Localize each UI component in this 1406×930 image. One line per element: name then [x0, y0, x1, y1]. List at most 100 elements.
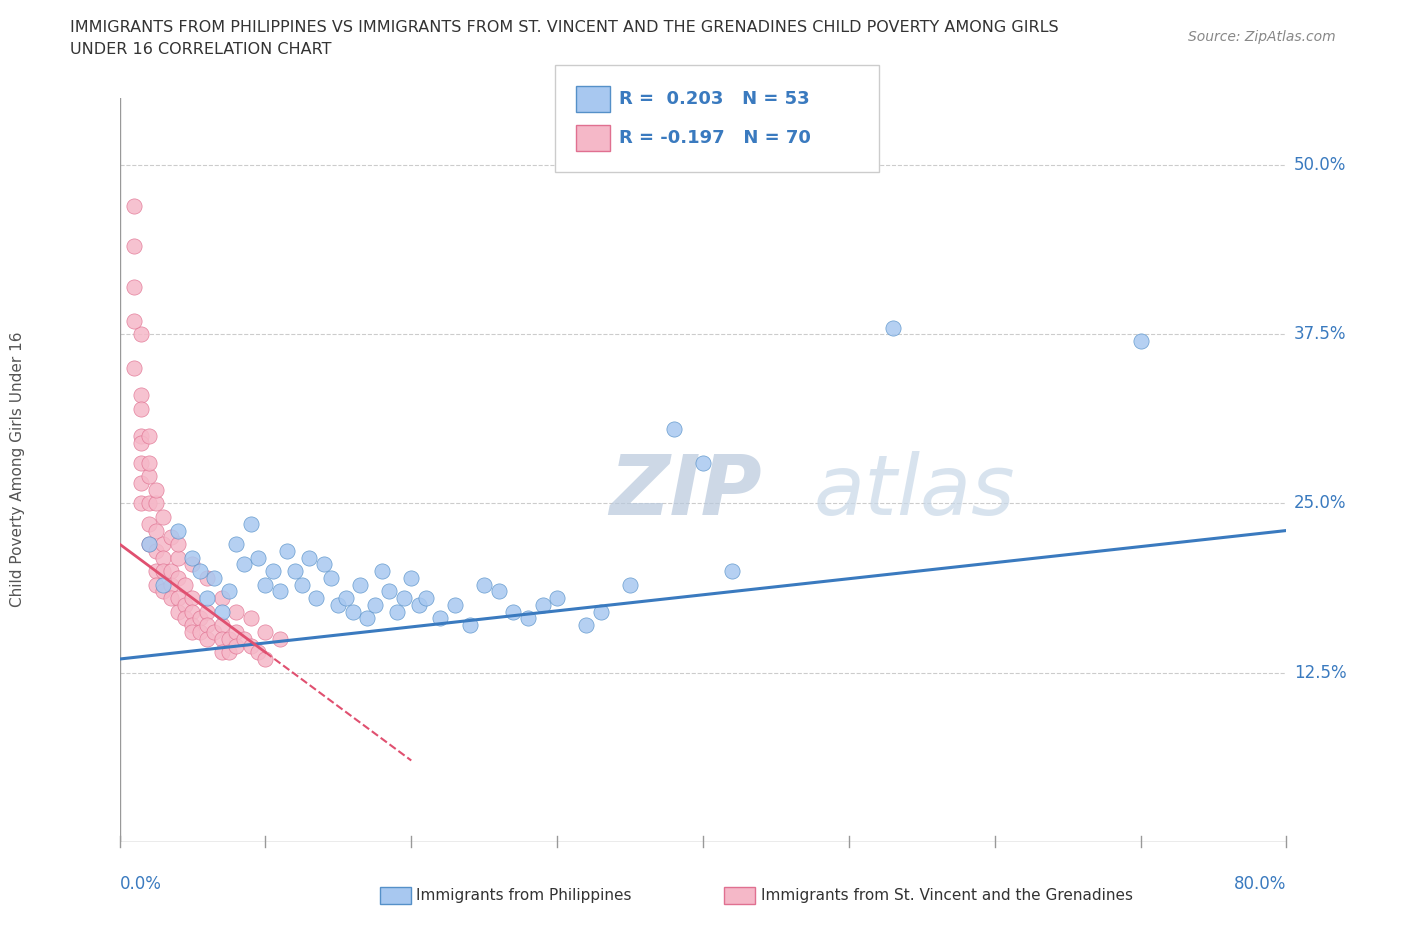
Point [472, 578, 495, 592]
Point [131, 327, 153, 342]
Text: UNDER 16 CORRELATION CHART: UNDER 16 CORRELATION CHART [70, 42, 332, 57]
Point [225, 638, 247, 653]
Point [298, 551, 321, 565]
Text: R =  0.203   N = 53: R = 0.203 N = 53 [619, 89, 810, 108]
Point [188, 611, 211, 626]
Point [166, 537, 188, 551]
Point [159, 578, 181, 592]
Point [254, 578, 277, 592]
Text: Immigrants from St. Vincent and the Grenadines: Immigrants from St. Vincent and the Gren… [761, 888, 1133, 903]
Point [232, 631, 254, 646]
Point [488, 584, 510, 599]
Point [247, 644, 270, 659]
Point [1129, 334, 1152, 349]
Point [882, 320, 904, 335]
Point [181, 604, 204, 619]
Point [138, 469, 160, 484]
Text: atlas: atlas [814, 451, 1015, 533]
Point [131, 429, 153, 444]
Point [174, 611, 197, 626]
Point [138, 429, 160, 444]
Point [444, 597, 467, 612]
Point [152, 537, 174, 551]
Point [174, 578, 197, 592]
Point [312, 557, 335, 572]
Point [546, 591, 568, 605]
Point [319, 570, 342, 585]
Point [181, 551, 204, 565]
Point [122, 313, 145, 328]
Point [159, 591, 181, 605]
Point [284, 564, 307, 578]
Point [415, 591, 437, 605]
Text: 12.5%: 12.5% [1294, 664, 1347, 682]
Point [378, 584, 401, 599]
Point [138, 537, 160, 551]
Point [145, 483, 167, 498]
Point [276, 543, 298, 558]
Point [328, 597, 350, 612]
Point [166, 570, 188, 585]
Text: 50.0%: 50.0% [1294, 156, 1346, 174]
Point [202, 625, 225, 640]
Point [408, 597, 430, 612]
Point [166, 551, 188, 565]
Point [145, 543, 167, 558]
Point [218, 584, 240, 599]
Point [195, 591, 218, 605]
Point [152, 551, 174, 565]
Point [138, 516, 160, 531]
Point [589, 604, 612, 619]
Point [181, 625, 204, 640]
Point [269, 584, 291, 599]
Point [225, 604, 247, 619]
Point [502, 604, 524, 619]
Text: 25.0%: 25.0% [1294, 495, 1347, 512]
Point [239, 611, 262, 626]
Text: 0.0%: 0.0% [120, 875, 162, 894]
Point [232, 557, 254, 572]
Point [195, 618, 218, 632]
Point [188, 564, 211, 578]
Text: 80.0%: 80.0% [1234, 875, 1286, 894]
Text: Child Poverty Among Girls Under 16: Child Poverty Among Girls Under 16 [10, 332, 25, 607]
Point [145, 496, 167, 511]
Point [247, 551, 270, 565]
Point [254, 625, 277, 640]
Point [721, 564, 744, 578]
Point [152, 510, 174, 525]
Point [195, 604, 218, 619]
Point [211, 644, 233, 659]
Point [364, 597, 387, 612]
Point [385, 604, 408, 619]
Point [195, 570, 218, 585]
Point [211, 591, 233, 605]
Point [159, 564, 181, 578]
Point [225, 537, 247, 551]
Point [211, 631, 233, 646]
Point [122, 361, 145, 376]
Point [131, 435, 153, 450]
Point [131, 402, 153, 417]
Point [166, 591, 188, 605]
Point [131, 476, 153, 491]
Point [159, 530, 181, 545]
Point [218, 644, 240, 659]
Point [305, 591, 328, 605]
Point [392, 591, 415, 605]
Point [131, 496, 153, 511]
Point [188, 625, 211, 640]
Text: IMMIGRANTS FROM PHILIPPINES VS IMMIGRANTS FROM ST. VINCENT AND THE GRENADINES CH: IMMIGRANTS FROM PHILIPPINES VS IMMIGRANT… [70, 20, 1059, 35]
Point [356, 611, 378, 626]
Text: Immigrants from Philippines: Immigrants from Philippines [416, 888, 631, 903]
Point [211, 618, 233, 632]
Text: 37.5%: 37.5% [1294, 326, 1347, 343]
Point [181, 618, 204, 632]
Point [145, 523, 167, 538]
Point [122, 239, 145, 254]
Point [138, 456, 160, 471]
Text: R = -0.197   N = 70: R = -0.197 N = 70 [619, 128, 810, 147]
Point [262, 564, 284, 578]
Point [152, 584, 174, 599]
Point [371, 564, 394, 578]
